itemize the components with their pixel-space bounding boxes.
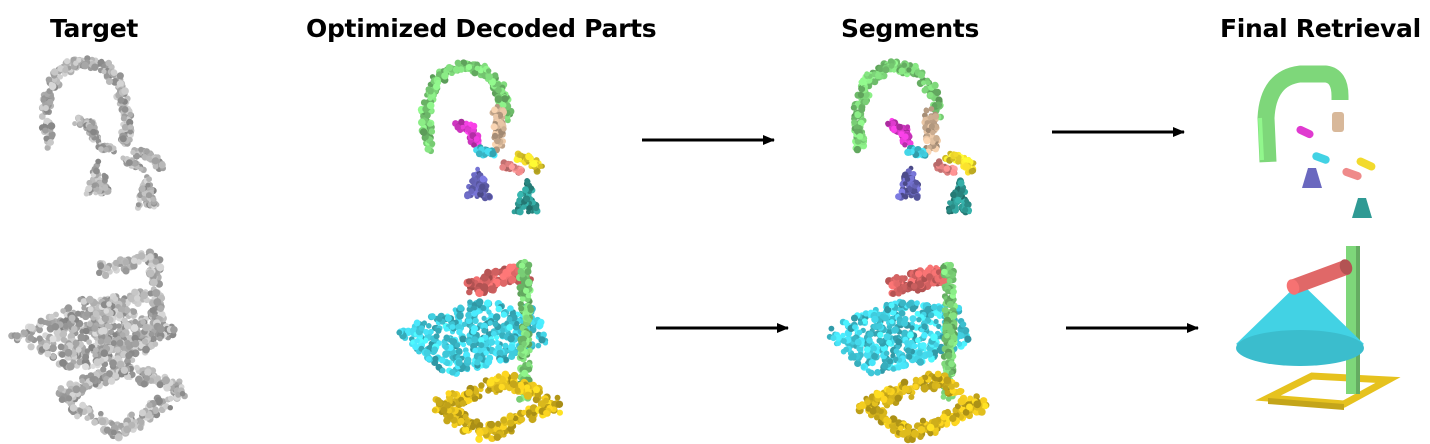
retrieved-faucet [1257,65,1376,218]
target-faucet-left-stem [95,142,117,155]
segment-faucet-right-handle [942,150,977,176]
decoded-faucet-left-handle [452,118,482,148]
decoded-faucet-left-stem [473,144,498,159]
segment-faucet-right-base [945,177,973,216]
header-decoded-parts: Optimized Decoded Parts [306,14,657,43]
segment-faucet-right-stem [933,158,958,176]
decoded-faucet-left-base [464,166,493,202]
header-target: Target [50,14,139,43]
segment-lamp-arm [885,264,955,297]
decoded-faucet-spout-tip [489,103,507,154]
target-lamp-shade [8,295,178,371]
header-final-retrieval: Final Retrieval [1220,14,1421,43]
decoded-faucet-right-handle [513,150,545,175]
target-faucet-right-stem [120,155,147,173]
segment-faucet-left-base [895,165,921,201]
segment-faucet-spout-tip [921,106,941,156]
segment-faucet-left-stem [904,144,929,159]
header-segments: Segments [841,14,980,43]
target-faucet-left-base [83,158,112,197]
decoded-lamp-pole [516,258,535,403]
target-faucet-right-handle [130,146,166,173]
segment-faucet-left-handle [885,117,914,148]
segment-lamp-base [855,370,990,444]
segment-faucet-spout-arch [850,58,944,154]
segment-lamp-shade [826,298,972,377]
target-faucet-spout-arch [38,55,135,151]
retrieved-lamp [1236,246,1401,410]
target-faucet-left-handle [72,114,102,147]
decoded-lamp-shade [396,298,549,377]
decoded-faucet-right-base [511,178,541,216]
target-faucet-right-base [134,174,160,211]
target-lamp-base [55,358,188,442]
decoded-lamp-base [431,370,564,443]
decoded-faucet-right-stem [499,159,525,176]
